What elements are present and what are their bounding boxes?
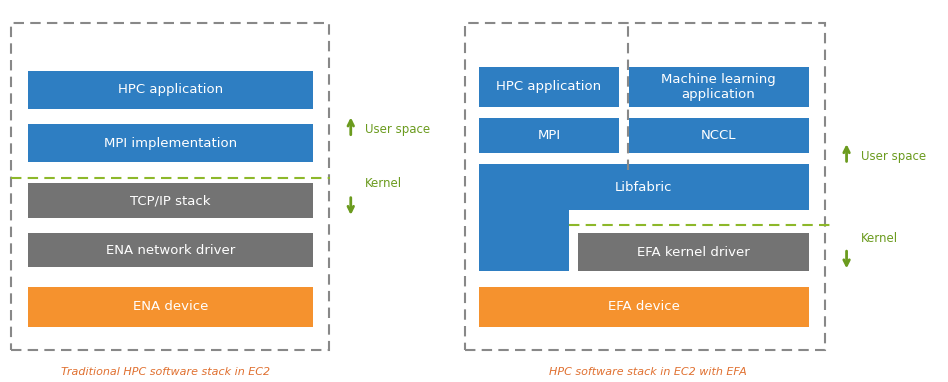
Text: HPC software stack in EC2 with EFA: HPC software stack in EC2 with EFA	[549, 367, 746, 377]
Text: Kernel: Kernel	[365, 177, 402, 190]
Text: ENA network driver: ENA network driver	[106, 244, 235, 257]
Bar	[479, 210, 569, 271]
Text: Machine learning
application: Machine learning application	[661, 73, 776, 101]
Text: Libfabric: Libfabric	[615, 181, 672, 194]
Text: Traditional HPC software stack in EC2: Traditional HPC software stack in EC2	[62, 367, 270, 377]
Text: Kernel: Kernel	[861, 232, 898, 245]
Bar	[629, 67, 809, 107]
Text: HPC application: HPC application	[118, 83, 223, 96]
Text: MPI: MPI	[538, 129, 560, 142]
Bar	[28, 183, 313, 218]
Bar	[11, 23, 329, 350]
Bar	[28, 71, 313, 109]
Bar	[479, 67, 619, 107]
Text: User space: User space	[365, 123, 430, 136]
Bar	[479, 286, 809, 327]
Bar	[28, 233, 313, 267]
Text: ENA device: ENA device	[133, 300, 209, 313]
Bar	[28, 124, 313, 162]
Text: MPI implementation: MPI implementation	[104, 137, 237, 150]
Bar	[465, 23, 825, 350]
Text: EFA kernel driver: EFA kernel driver	[637, 246, 750, 259]
Text: HPC application: HPC application	[497, 80, 601, 94]
Bar	[578, 233, 809, 271]
Text: EFA device: EFA device	[608, 300, 680, 313]
Text: User space: User space	[861, 150, 926, 163]
Bar	[28, 286, 313, 327]
Text: TCP/IP stack: TCP/IP stack	[131, 194, 210, 207]
Bar	[479, 118, 619, 153]
Text: NCCL: NCCL	[701, 129, 737, 142]
Bar	[629, 118, 809, 153]
Bar	[479, 164, 809, 210]
